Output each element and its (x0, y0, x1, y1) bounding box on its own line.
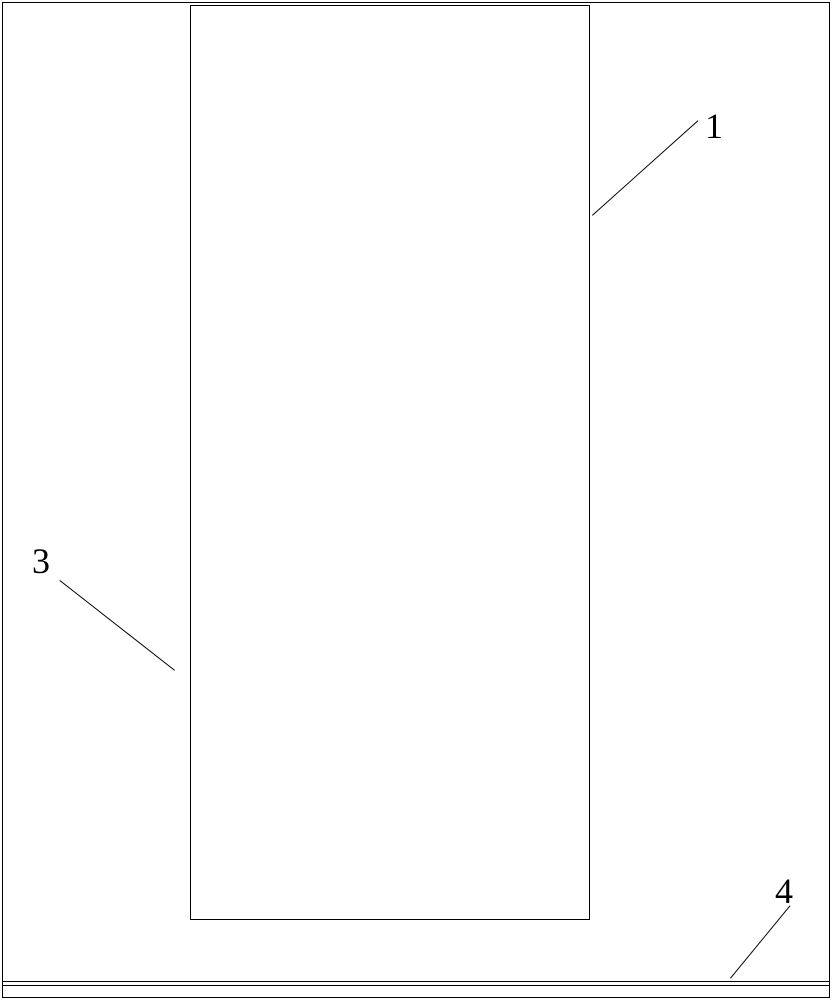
label-3: 3 (32, 540, 50, 582)
inner-rectangle (190, 5, 590, 920)
bottom-line-2 (2, 985, 830, 986)
label-1: 1 (705, 105, 723, 147)
bottom-line-1 (2, 981, 830, 982)
label-4: 4 (775, 870, 793, 912)
